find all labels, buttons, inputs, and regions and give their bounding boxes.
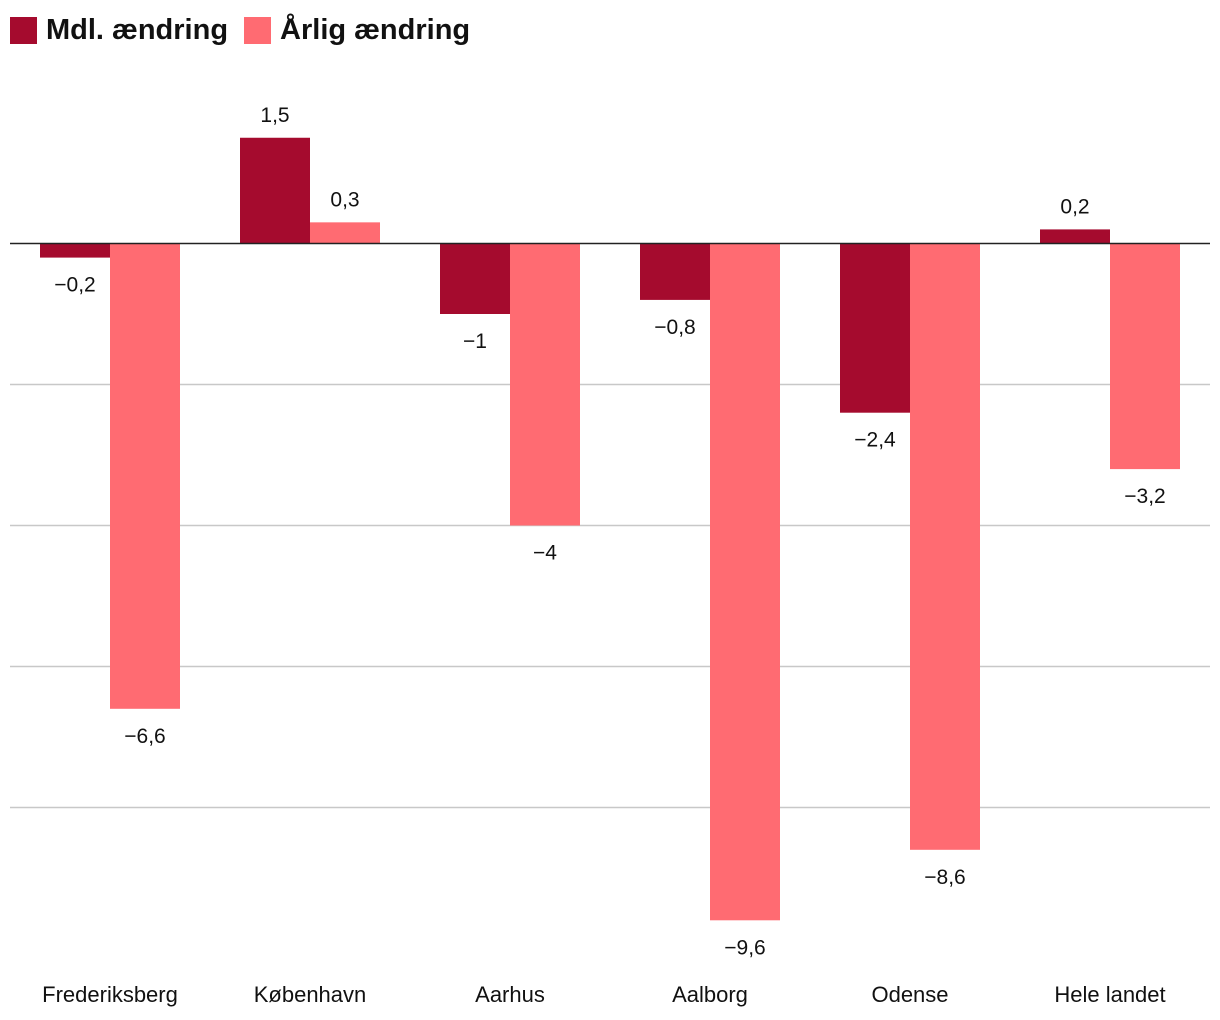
- data-label: −0,2: [54, 274, 95, 297]
- bar: [1110, 243, 1180, 470]
- legend: Mdl. ændring Årlig ændring: [10, 12, 486, 48]
- bar: [640, 243, 710, 300]
- data-label: −1: [463, 330, 487, 353]
- data-label: 0,2: [1060, 195, 1089, 218]
- bar: [440, 243, 510, 314]
- data-label: −0,8: [654, 316, 695, 339]
- bar: [840, 243, 910, 413]
- x-tick-label: Odense: [871, 982, 948, 1007]
- bar: [240, 137, 310, 244]
- data-label: −2,4: [854, 429, 896, 452]
- data-label: −6,6: [124, 725, 165, 748]
- legend-swatch-monthly: [10, 16, 37, 44]
- bar: [510, 243, 580, 526]
- bar: [910, 243, 980, 850]
- x-tick-label: Aarhus: [475, 982, 545, 1007]
- bar: [710, 243, 780, 921]
- bar: [40, 243, 110, 258]
- data-label: −8,6: [924, 866, 965, 889]
- data-label: −9,6: [724, 936, 765, 959]
- x-tick-label: Frederiksberg: [42, 982, 178, 1007]
- data-label: −4: [533, 542, 557, 565]
- bar: [310, 222, 380, 244]
- legend-item-annual: Årlig ændring: [244, 14, 470, 47]
- x-tick-label: København: [254, 982, 367, 1007]
- data-label: 0,3: [330, 188, 359, 211]
- legend-swatch-annual: [244, 16, 272, 44]
- data-label: 1,5: [260, 104, 289, 127]
- legend-item-monthly: Mdl. ændring: [10, 14, 228, 47]
- x-tick-label: Hele landet: [1054, 982, 1165, 1007]
- bar: [1040, 229, 1110, 244]
- legend-label-annual: Årlig ændring: [280, 13, 471, 46]
- legend-label-monthly: Mdl. ændring: [46, 13, 229, 46]
- data-label: −3,2: [1124, 485, 1165, 508]
- bar: [110, 243, 180, 709]
- x-tick-label: Aalborg: [672, 982, 748, 1007]
